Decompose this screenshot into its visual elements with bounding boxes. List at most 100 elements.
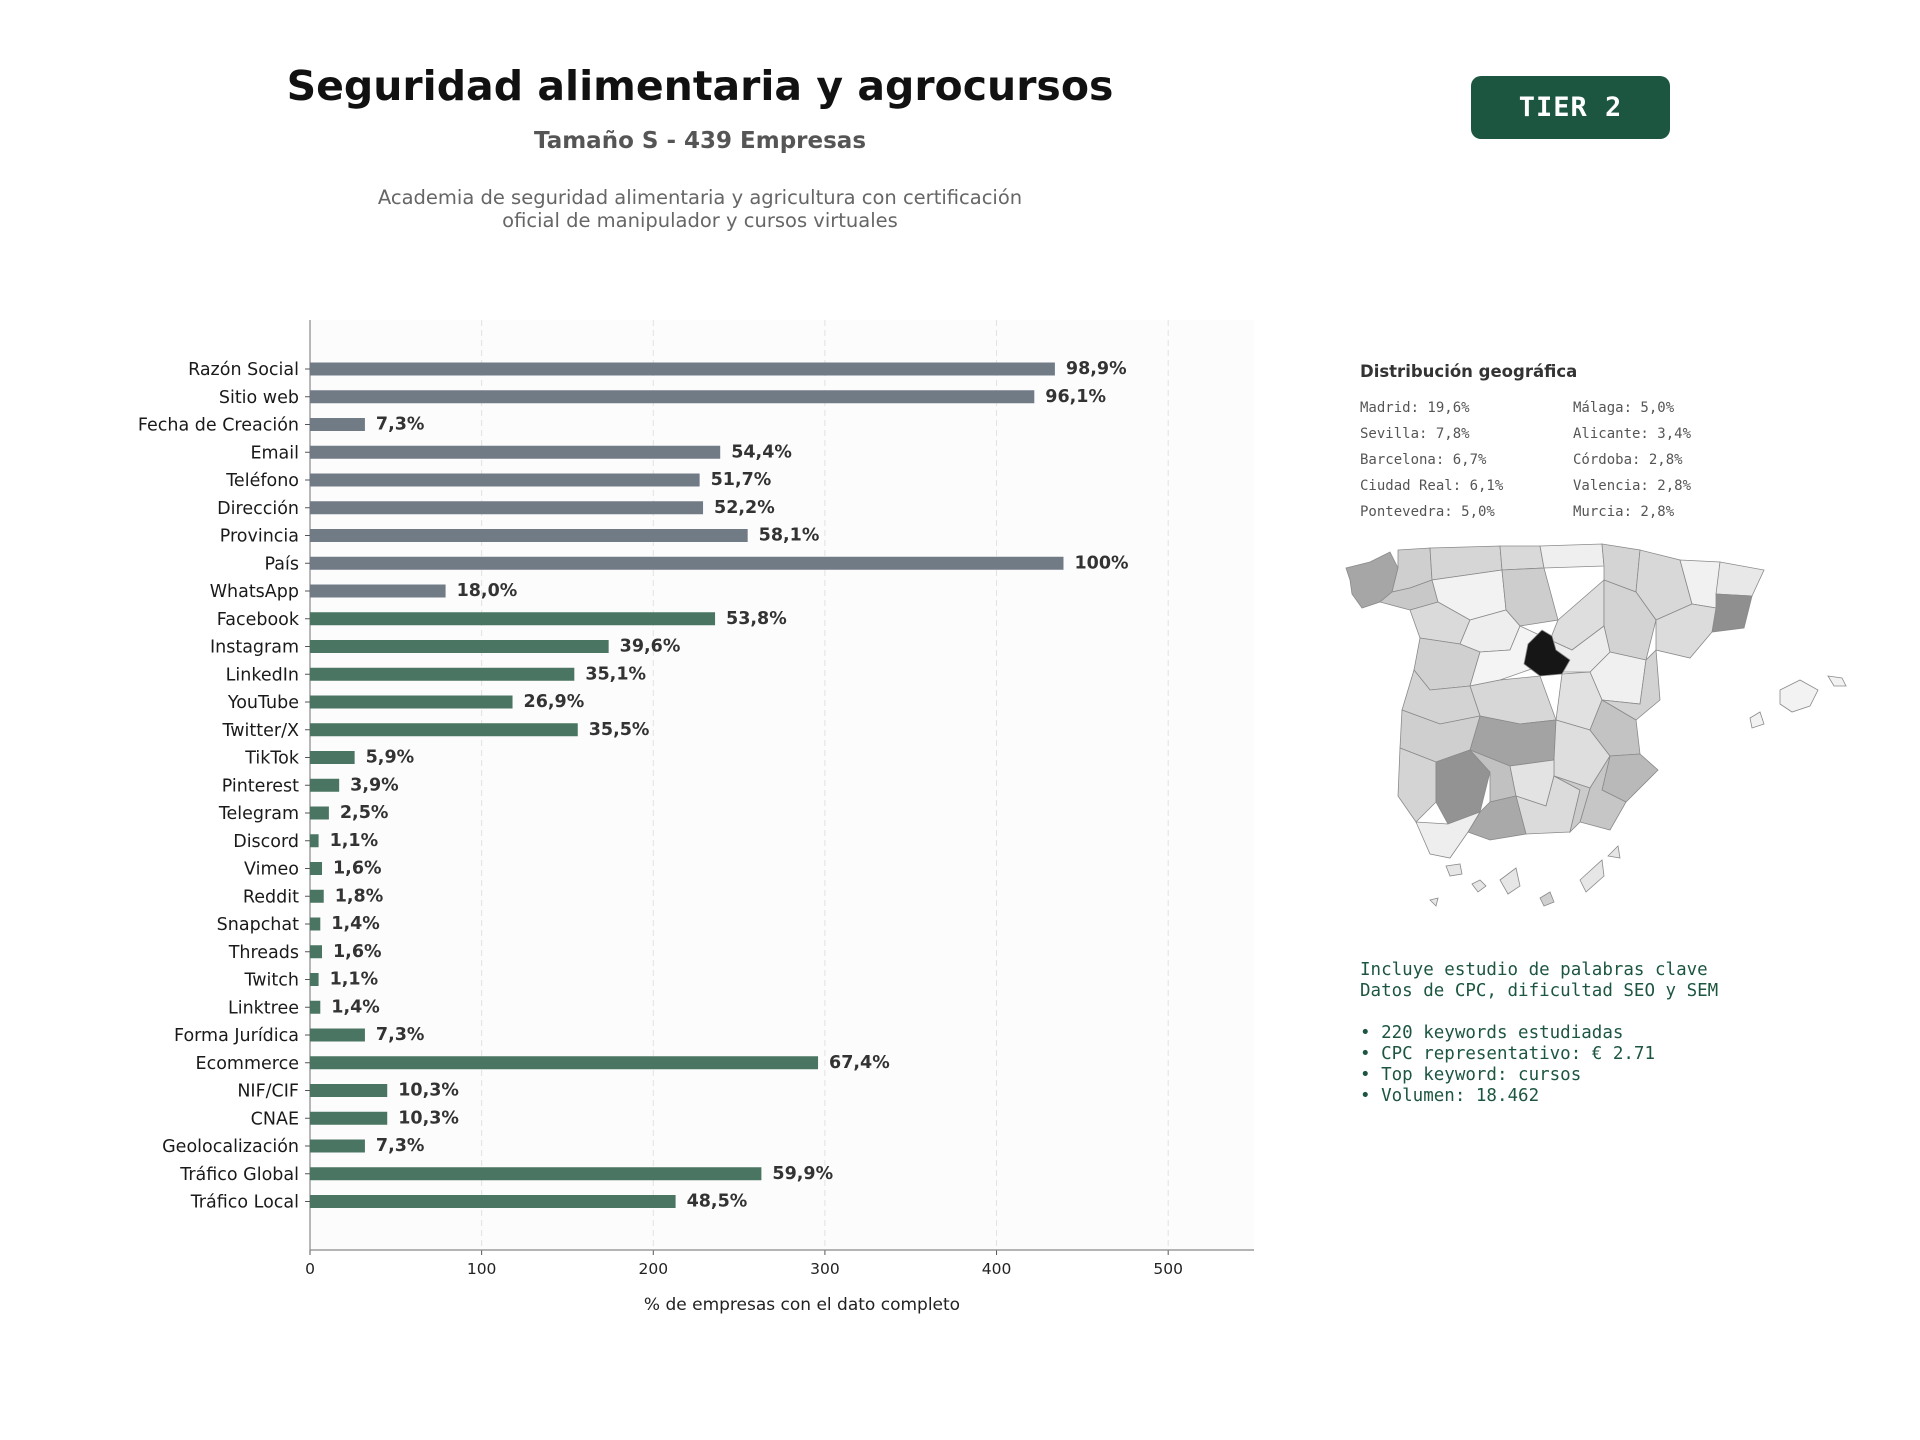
bar (310, 751, 355, 764)
data-label: 58,1% (759, 526, 820, 546)
bar (310, 584, 446, 598)
map-region-canarias-3 (1499, 867, 1521, 895)
bar (310, 390, 1035, 404)
data-label: 1,1% (330, 970, 379, 990)
data-label: 10,3% (398, 1081, 459, 1101)
bar (310, 1000, 321, 1014)
data-label: 100% (1074, 553, 1128, 573)
y-tick-label: Tráfico Global (179, 1165, 299, 1185)
bar (310, 862, 323, 875)
map-region-barcelona (1711, 593, 1753, 633)
y-tick-label: Discord (233, 832, 299, 852)
keywords-intro: Incluye estudio de palabras clave (1360, 960, 1708, 980)
map-region-canarias-1 (1445, 863, 1463, 877)
data-label: 96,1% (1045, 387, 1106, 407)
y-tick-label: Snapchat (217, 915, 299, 935)
geo-item: Córdoba: 2,8% (1573, 452, 1683, 468)
y-tick-label: Provincia (220, 527, 299, 547)
data-label: 52,2% (714, 498, 775, 518)
y-tick-label: YouTube (227, 693, 299, 713)
y-tick-label: Geolocalización (162, 1137, 299, 1157)
y-tick-label: Facebook (217, 610, 300, 630)
map-region-tarragona (1655, 603, 1717, 659)
bar (310, 473, 700, 487)
y-tick-label: NIF/CIF (237, 1082, 299, 1102)
map-region-burgos (1501, 567, 1559, 627)
map-region-cantabria (1499, 545, 1545, 571)
data-label: 1,4% (331, 914, 380, 934)
y-tick-label: LinkedIn (226, 665, 299, 685)
bar (310, 1056, 819, 1070)
geo-item: Sevilla: 7,8% (1360, 426, 1470, 442)
data-label: 26,9% (524, 692, 585, 712)
bar (310, 362, 1055, 376)
bar (310, 695, 513, 709)
keyword-bullet: • 220 keywords estudiadas (1360, 1023, 1624, 1043)
bar (310, 723, 578, 737)
y-tick-label: Twitter/X (221, 721, 299, 741)
bar (310, 889, 324, 903)
y-tick-label: Pinterest (222, 776, 299, 796)
y-tick-label: Twitch (243, 971, 299, 991)
data-label: 3,9% (350, 775, 399, 795)
data-label: 1,6% (333, 859, 382, 879)
x-tick-label: 0 (305, 1260, 315, 1278)
geo-item: Barcelona: 6,7% (1360, 452, 1487, 468)
bar (310, 418, 365, 431)
geo-item: Alicante: 3,4% (1573, 426, 1692, 442)
map-region-canarias-7 (1429, 897, 1439, 907)
data-label: 5,9% (366, 748, 415, 768)
y-tick-label: Sitio web (219, 388, 299, 408)
bar (310, 1167, 762, 1181)
data-label: 51,7% (711, 470, 772, 490)
data-label: 1,4% (331, 997, 380, 1017)
y-tick-label: Tráfico Local (190, 1193, 299, 1213)
y-tick-label: Reddit (243, 887, 299, 907)
map-region-canarias-6 (1607, 845, 1621, 859)
bar (310, 556, 1064, 570)
description-line-2: oficial de manipulador y cursos virtuale… (502, 209, 898, 232)
y-tick-label: Threads (228, 943, 299, 963)
bar (310, 1195, 676, 1208)
map-region-canarias-5 (1579, 859, 1605, 893)
x-tick-label: 200 (638, 1260, 668, 1278)
x-tick-label: 300 (810, 1260, 840, 1278)
description-line-1: Academia de seguridad alimentaria y agri… (377, 186, 1023, 209)
map-region-canarias-2 (1471, 879, 1487, 893)
y-tick-label: Razón Social (188, 360, 299, 380)
bar (310, 973, 319, 986)
page-subtitle: Tamaño S - 439 Empresas (533, 128, 867, 154)
keyword-bullet: • CPC representativo: € 2.71 (1360, 1044, 1656, 1064)
keyword-bullet: • Top keyword: cursos (1360, 1065, 1582, 1085)
data-label: 2,5% (340, 803, 389, 823)
y-tick-label: Linktree (228, 998, 299, 1018)
data-label: 54,4% (731, 442, 792, 462)
geo-item: Málaga: 5,0% (1573, 400, 1675, 416)
y-tick-label: Teléfono (225, 471, 299, 491)
y-tick-label: Instagram (210, 638, 299, 658)
data-label: 39,6% (620, 637, 681, 657)
bar (310, 640, 609, 653)
map-region-madrid (1523, 629, 1571, 677)
y-tick-label: Vimeo (244, 860, 299, 880)
y-tick-label: Telegram (218, 804, 299, 824)
bar (310, 529, 748, 542)
y-tick-label: Ecommerce (196, 1054, 299, 1074)
spain-map (1345, 543, 1847, 907)
x-tick-label: 400 (982, 1260, 1012, 1278)
data-label: 67,4% (829, 1053, 890, 1073)
map-region-girona (1715, 561, 1765, 597)
data-label: 7,3% (376, 1136, 425, 1156)
y-tick-label: Forma Jurídica (174, 1026, 299, 1046)
data-label: 1,6% (333, 942, 382, 962)
data-label: 1,8% (335, 886, 384, 906)
bar (310, 501, 704, 515)
bar (310, 445, 721, 459)
y-tick-label: TikTok (244, 749, 300, 769)
bar (310, 612, 716, 626)
x-tick-label: 100 (467, 1260, 497, 1278)
geo-item: Ciudad Real: 6,1% (1360, 478, 1504, 494)
bar (310, 917, 321, 931)
keyword-bullet: • Volumen: 18.462 (1360, 1086, 1540, 1106)
